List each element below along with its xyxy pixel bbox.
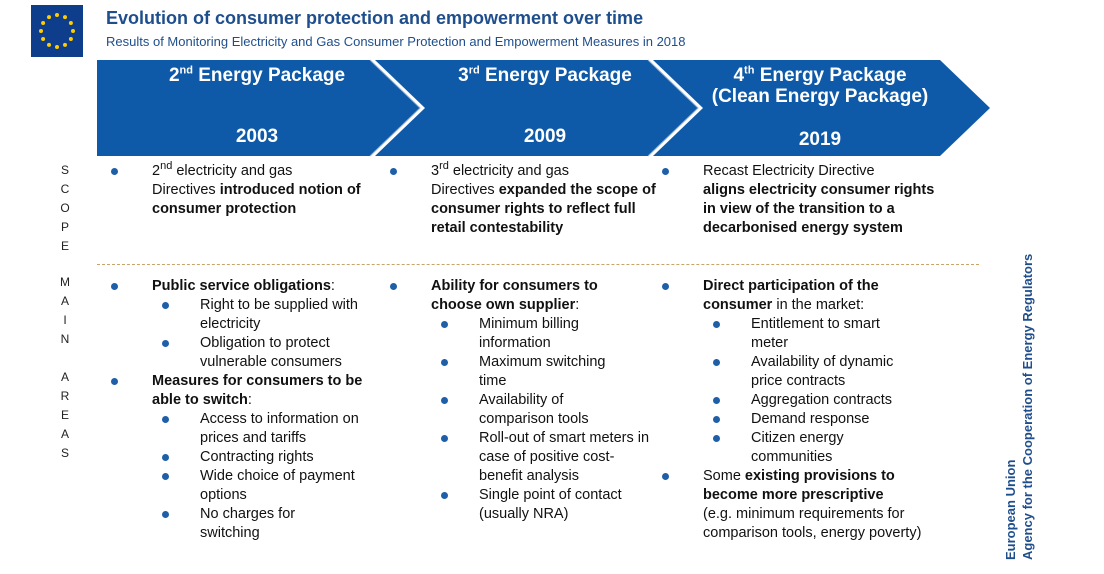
bullet-icon xyxy=(162,416,169,423)
list-item: Roll-out of smart meters in case of posi… xyxy=(390,429,654,486)
scope-column-2003: 2nd electricity and gas Directives intro… xyxy=(111,161,381,219)
bullet-icon xyxy=(441,359,448,366)
scope-column-2019: Recast Electricity Directive aligns elec… xyxy=(662,162,942,238)
bullet-icon xyxy=(662,168,669,175)
list-item: Access to information on prices and tari… xyxy=(111,410,365,448)
row-label-letter: A xyxy=(60,427,69,441)
bullet-icon xyxy=(713,416,720,423)
list-item: Wide choice of payment options xyxy=(111,467,375,505)
list-item: Availability of comparison tools xyxy=(390,391,614,429)
bullet-icon xyxy=(111,378,118,385)
eu-flag-logo xyxy=(31,5,83,57)
list-item: Obligation to protect vulnerable consume… xyxy=(111,334,370,372)
bullet-icon xyxy=(162,454,169,461)
bullet-icon xyxy=(162,302,169,309)
list-item: Entitlement to smart meter xyxy=(662,315,901,353)
package-3-year: 2009 xyxy=(523,126,567,147)
list-item: Contracting rights xyxy=(111,448,370,467)
row-label-letter: S xyxy=(60,446,69,460)
bullet-icon xyxy=(662,283,669,290)
bullet-icon xyxy=(111,168,118,175)
row-label-letter: I xyxy=(63,313,67,327)
page-subtitle: Results of Monitoring Electricity and Ga… xyxy=(106,34,686,49)
row-label-letter: M xyxy=(60,275,70,289)
row-divider xyxy=(97,264,979,265)
list-item: Demand response xyxy=(662,410,921,429)
list-item: Citizen energy communities xyxy=(662,429,871,467)
bullet-icon xyxy=(713,397,720,404)
package-2-year: 2003 xyxy=(235,126,279,147)
bullet-icon xyxy=(390,283,397,290)
scope-column-2009: 3rd electricity and gas Directives expan… xyxy=(390,161,660,238)
row-label-letter: E xyxy=(60,408,69,422)
bullet-icon xyxy=(162,340,169,347)
bullet-icon xyxy=(441,321,448,328)
row-label-letter: R xyxy=(60,389,70,403)
bullet-icon xyxy=(713,321,720,328)
areas-column-2009: Ability for consumers to choose own supp… xyxy=(390,277,660,524)
row-label-letter: A xyxy=(60,294,69,308)
list-item: Availability of dynamic price contracts xyxy=(662,353,916,391)
bullet-icon xyxy=(662,473,669,480)
package-3-title: 3rd Energy Package xyxy=(458,64,632,86)
row-label-letter: E xyxy=(60,239,69,253)
bullet-icon xyxy=(390,168,397,175)
row-label-letter xyxy=(58,349,72,368)
package-4-year: 2019 xyxy=(798,129,842,150)
bullet-icon xyxy=(713,435,720,442)
row-label-letter: S xyxy=(60,163,69,177)
bullet-icon xyxy=(162,473,169,480)
bullet-icon xyxy=(441,397,448,404)
bullet-icon xyxy=(441,492,448,499)
list-item: Maximum switching time xyxy=(390,353,629,391)
bullet-icon xyxy=(713,359,720,366)
bullet-icon xyxy=(111,283,118,290)
list-item: Aggregation contracts xyxy=(662,391,921,410)
acer-agency-label: European Union Agency for the Cooperatio… xyxy=(1003,253,1035,560)
bullet-icon xyxy=(162,511,169,518)
list-item: No charges for switching xyxy=(111,505,320,543)
row-label-letter: A xyxy=(60,370,69,384)
page-title: Evolution of consumer protection and emp… xyxy=(106,8,644,28)
areas-column-2003: Public service obligations: Right to be … xyxy=(111,277,381,543)
package-4-title: 4th Energy Package (Clean Energy Package… xyxy=(711,64,929,107)
list-item: Single point of contact (usually NRA) xyxy=(390,486,644,524)
list-item: Minimum billing information xyxy=(390,315,604,353)
row-label-letter: O xyxy=(60,201,70,215)
row-label-letter: C xyxy=(60,182,70,196)
list-item: Right to be supplied with electricity xyxy=(111,296,365,334)
package-2-title: 2nd Energy Package xyxy=(168,64,346,86)
row-label-letter: P xyxy=(60,220,69,234)
bullet-icon xyxy=(441,435,448,442)
row-label-letter: N xyxy=(60,332,70,346)
areas-column-2019: Direct participation of the consumer in … xyxy=(662,277,952,543)
